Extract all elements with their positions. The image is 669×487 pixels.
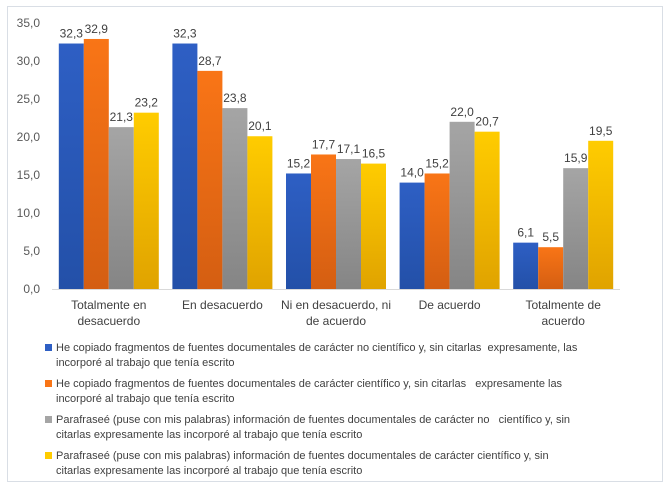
data-label: 32,3 [173,27,197,41]
bar [197,70,223,289]
bar [474,131,500,289]
y-tick-label: 0,0 [23,282,40,296]
legend-swatch-icon [45,452,52,459]
legend-swatch-icon [45,380,52,387]
legend-label: citarlas expresamente las incorporé al t… [56,429,363,441]
bar [222,108,248,290]
bar [449,121,475,289]
bar [513,242,539,289]
x-tick-label: En desacuerdo [182,298,263,312]
x-tick-label: de acuerdo [306,314,366,328]
legend-label: He copiado fragmentos de fuentes documen… [56,378,563,390]
data-label: 15,9 [564,151,588,165]
bar [399,182,425,289]
legend-item: Parafraseé (puse con mis palabras) infor… [45,413,645,443]
data-label: 14,0 [400,166,424,180]
bar [133,112,159,290]
data-label: 17,7 [312,137,336,151]
legend-swatch-icon [45,344,52,351]
data-label: 19,5 [589,124,613,138]
bar [286,173,311,289]
bar [247,136,273,289]
bar [588,140,614,289]
legend-swatch-icon [45,416,52,423]
x-tick-label: Totalmente de [526,298,602,312]
y-tick-label: 25,0 [17,92,41,106]
bar [538,247,564,289]
bar [58,43,84,289]
data-label: 16,5 [362,147,386,161]
data-label: 21,3 [110,110,134,124]
legend-item: Parafraseé (puse con mis palabras) infor… [45,449,645,479]
data-labels-group: 32,3 32,921,323,232,328,723,820,115,217,7… [60,22,613,244]
bar [424,173,450,289]
data-label: 32,9 [85,22,109,36]
y-tick-label: 15,0 [17,168,41,182]
data-label: 15,2 [287,156,311,170]
y-tick-label: 5,0 [23,244,40,258]
data-label: 28,7 [198,54,222,68]
bar [563,168,589,289]
bars-group [58,38,614,290]
bar [311,154,336,289]
legend-label: He copiado fragmentos de fuentes documen… [56,342,578,354]
data-label: 22,0 [450,105,474,119]
legend-item: He copiado fragmentos de fuentes documen… [45,377,645,407]
legend-label: citarlas expresamente las incorporé al t… [56,465,363,477]
x-axis: Totalmente en desacuerdo En desacuerdo Ni e… [71,298,601,328]
data-label: 5,5 [542,230,559,244]
x-tick-label: De acuerdo [419,298,481,312]
bar [172,43,198,289]
legend-label: incorporé al trabajo que tenía escrito [56,393,235,405]
legend-label: Parafraseé (puse con mis palabras) infor… [56,414,571,426]
data-label: 32,3 [60,27,84,41]
bar [83,38,109,290]
legend-label: Parafraseé (puse con mis palabras) infor… [56,450,549,462]
legend: He copiado fragmentos de fuentes documen… [45,341,645,485]
x-tick-label: desacuerdo [77,314,140,328]
data-label: 15,2 [425,156,449,170]
legend-item: He copiado fragmentos de fuentes documen… [45,341,645,371]
data-label: 6,1 [517,226,534,240]
y-tick-label: 35,0 [17,16,41,30]
bar [336,159,361,289]
data-label: 20,1 [248,119,272,133]
y-axis: 0,0 5,0 10,0 15,0 20,0 25,0 30,0 35,0 [17,16,41,296]
y-tick-label: 30,0 [17,54,41,68]
bar [108,127,134,290]
legend-label: incorporé al trabajo que tenía escrito [56,357,235,369]
x-tick-label: acuerdo [542,314,586,328]
data-label: 23,8 [223,91,247,105]
y-tick-label: 20,0 [17,130,41,144]
bar-chart: 0,05,010,015,020,025,030,035,0 32,3 32,92… [17,16,620,328]
x-tick-label: Totalmente en [71,298,146,312]
y-tick-label: 10,0 [17,206,41,220]
x-tick-label: Ni en desacuerdo, ni [281,298,391,312]
data-label: 17,1 [337,142,361,156]
data-label: 20,7 [475,115,499,129]
bar [361,163,386,289]
data-label: 23,2 [135,96,159,110]
